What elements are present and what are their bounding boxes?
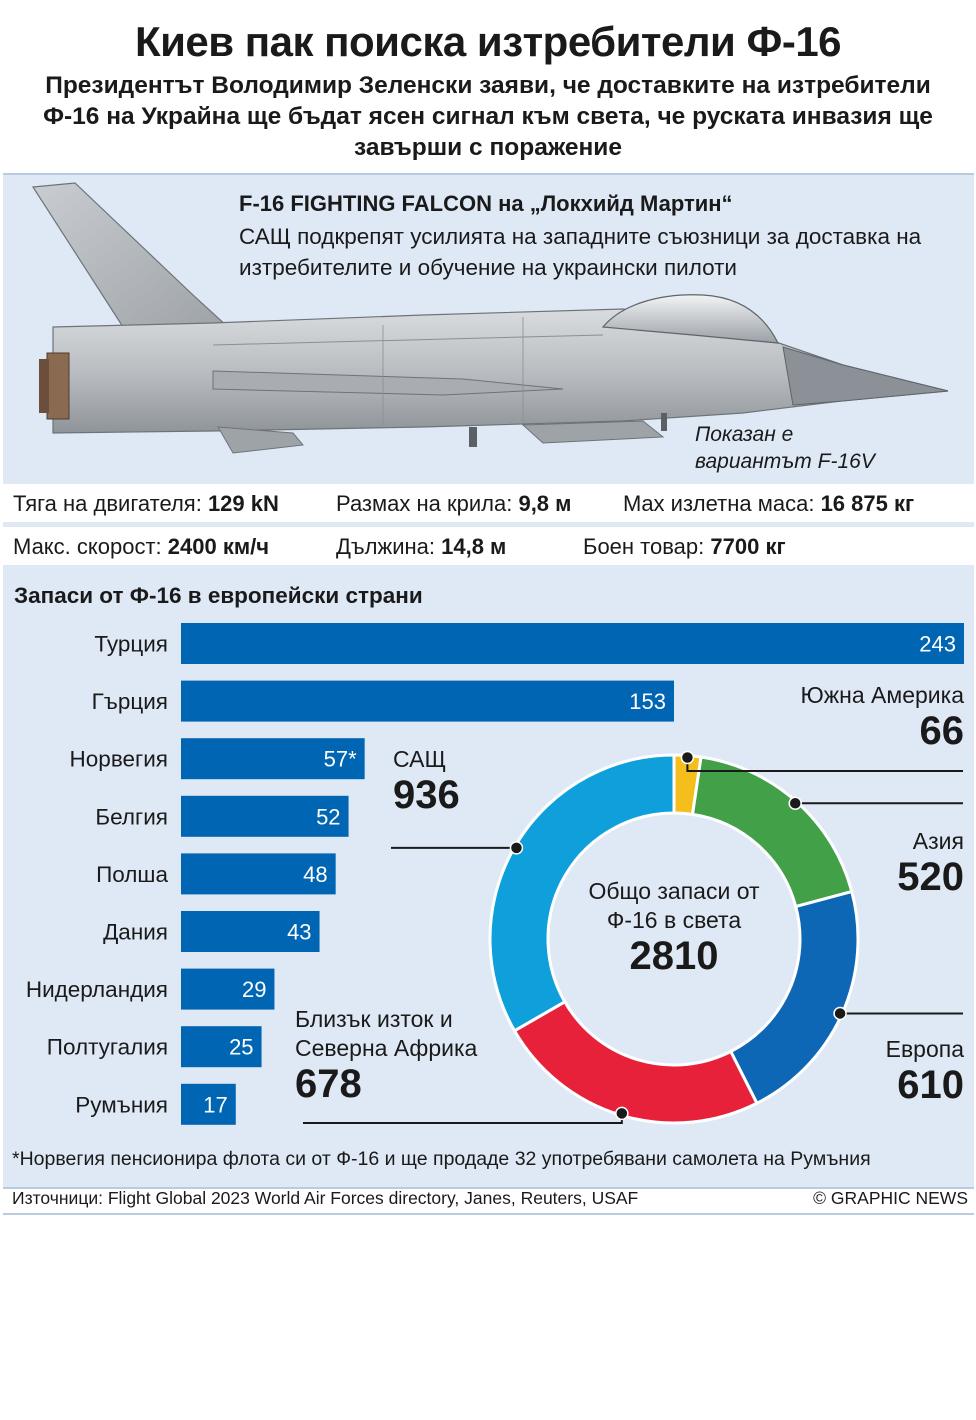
jet-description: САЩ подкрепят усилията на западните съюз… xyxy=(239,224,922,280)
annotation-asia: Азия 520 xyxy=(897,827,964,898)
spec-label: Боен товар: xyxy=(583,534,705,559)
variant-note: Показан е вариантът F-16V xyxy=(695,421,875,475)
bar-1 xyxy=(181,680,674,722)
spec-label: Max излетна маса: xyxy=(623,491,815,516)
bar-8 xyxy=(181,1083,236,1125)
spec-value: 9,8 м xyxy=(518,491,572,516)
annotation-asia-value: 520 xyxy=(897,855,964,899)
bar-value-1: 153 xyxy=(629,689,666,714)
annotation-usa: САЩ 936 xyxy=(393,745,460,816)
spec-value: 2400 км/ч xyxy=(167,534,270,559)
annotation-usa-label: САЩ xyxy=(393,746,447,772)
spec-value: 7700 кг xyxy=(710,534,786,559)
variant-note-line-1: Показан е xyxy=(695,423,794,446)
bar-label-4: Полша xyxy=(96,862,168,887)
annotation-europe-value: 610 xyxy=(897,1063,964,1107)
bar-label-3: Белгия xyxy=(95,804,168,829)
spec-value: 14,8 м xyxy=(441,534,507,559)
sources: Източници: Flight Global 2023 World Air … xyxy=(12,1188,639,1208)
info-panel: F-16 FIGHTING FALCON на „Локхийд Мартин“… xyxy=(3,173,974,1189)
spec-label: Размах на крила: xyxy=(336,491,513,516)
spec-value: 16 875 кг xyxy=(820,491,915,516)
bar-label-8: Румъния xyxy=(75,1092,168,1117)
bar-value-5: 43 xyxy=(287,920,311,945)
bar-7 xyxy=(181,1026,262,1068)
donut-center-line-1: Общо запаси от xyxy=(588,878,760,904)
page-title: Киев пак поиска изтребители Ф-16 xyxy=(134,18,842,65)
annotation-middle-east-label-1: Близък изток и xyxy=(295,1006,453,1032)
bottom-divider xyxy=(3,1213,974,1215)
bar-6 xyxy=(181,968,275,1010)
spec-engine-thrust: Тяга на двигателя: 129 kN xyxy=(13,491,279,517)
spec-wingspan: Размах на крила: 9,8 м xyxy=(336,491,571,517)
bar-chart: Турция 243 Гърция 153 Норвегия 57* Белгия 52 Пол… xyxy=(26,623,964,1125)
bar-value-7: 25 xyxy=(229,1035,253,1060)
annotation-south-america: Южна Америка 66 xyxy=(801,681,964,752)
bar-4 xyxy=(181,853,336,895)
annotation-usa-value: 936 xyxy=(393,773,460,817)
donut-center: Общо запаси от Ф-16 в света 2810 xyxy=(554,877,794,977)
bar-0 xyxy=(181,623,964,664)
spec-value: 129 kN xyxy=(207,491,279,516)
jet-heading: F-16 FIGHTING FALCON на „Локхийд Мартин“ xyxy=(239,191,733,216)
bar-label-2: Норвегия xyxy=(70,747,168,772)
bar-chart-title: Запаси от Ф-16 в европейски страни xyxy=(14,583,423,608)
page-subtitle: Президентът Володимир Зеленски заяви, че… xyxy=(43,72,933,161)
footnote: *Норвегия пенсионира флота си от Ф-16 и … xyxy=(12,1148,871,1170)
bar-3 xyxy=(181,795,349,837)
bar-value-8: 17 xyxy=(203,1092,227,1117)
bar-value-2: 57* xyxy=(324,747,357,772)
donut-center-line-2: Ф-16 в света xyxy=(606,907,742,933)
bar-label-1: Гърция xyxy=(92,689,168,714)
bar-value-0: 243 xyxy=(919,632,956,657)
bar-value-6: 29 xyxy=(242,977,266,1002)
donut-center-value: 2810 xyxy=(629,934,719,978)
bar-label-5: Дания xyxy=(103,920,168,945)
bar-label-7: Полтугалия xyxy=(47,1035,168,1060)
bar-value-4: 48 xyxy=(303,862,327,887)
spec-payload: Боен товар: 7700 кг xyxy=(583,534,786,560)
copyright: © GRAPHIC NEWS xyxy=(813,1188,968,1208)
annotation-middle-east-label-2: Северна Африка xyxy=(295,1035,478,1061)
spec-row-2: Макс. скорост: 2400 км/ч Дължина: 14,8 м… xyxy=(3,527,974,565)
annotation-south-america-label: Южна Америка xyxy=(800,682,964,708)
spec-max-takeoff-weight: Max излетна маса: 16 875 кг xyxy=(623,491,914,517)
bar-label-0: Турция xyxy=(94,632,168,657)
spec-label: Дължина: xyxy=(336,534,435,559)
annotation-middle-east: Близък изток и Северна Африка 678 xyxy=(295,1005,477,1105)
annotation-europe-label: Европа xyxy=(885,1036,964,1062)
spec-max-speed: Макс. скорост: 2400 км/ч xyxy=(13,534,269,560)
spec-label: Тяга на двигателя: xyxy=(13,491,202,516)
spec-row-1: Тяга на двигателя: 129 kN Размах на крил… xyxy=(3,484,974,522)
annotation-asia-label: Азия xyxy=(912,828,964,854)
annotation-europe: Европа 610 xyxy=(886,1035,964,1106)
f16-jet-illustration xyxy=(31,182,949,454)
spec-length: Дължина: 14,8 м xyxy=(336,534,506,560)
spec-label: Макс. скорост: xyxy=(13,534,162,559)
bar-5 xyxy=(181,911,320,952)
bar-label-6: Нидерландия xyxy=(26,977,168,1002)
annotation-south-america-value: 66 xyxy=(919,709,965,753)
jet-section: F-16 FIGHTING FALCON на „Локхийд Мартин“… xyxy=(3,175,974,483)
annotation-middle-east-value: 678 xyxy=(295,1062,362,1106)
bar-value-3: 52 xyxy=(316,804,340,829)
bar-2 xyxy=(181,738,365,780)
variant-note-line-2: вариантът F-16V xyxy=(695,450,875,473)
